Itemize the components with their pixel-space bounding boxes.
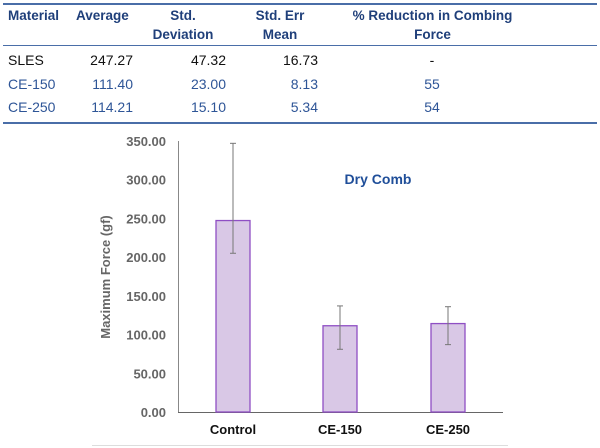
header-average: Average bbox=[76, 8, 129, 23]
y-tick-label: 350.00 bbox=[126, 134, 166, 149]
row-material: SLES bbox=[8, 52, 44, 68]
y-tick-label: 100.00 bbox=[126, 328, 166, 343]
row-cell: 5.34 bbox=[290, 99, 318, 115]
row-cell: 55 bbox=[424, 76, 440, 92]
header-std-dev-line1: Std. bbox=[170, 8, 196, 23]
x-tick-label: CE-250 bbox=[426, 422, 470, 437]
row-cell: 47.32 bbox=[190, 52, 226, 68]
table-bottom-rule bbox=[3, 122, 597, 124]
header-material: Material bbox=[8, 8, 60, 23]
row-cell: 16.73 bbox=[282, 52, 318, 68]
y-tick-label: 50.00 bbox=[133, 366, 166, 381]
chart-title: Dry Comb bbox=[345, 171, 412, 187]
row-material: CE-250 bbox=[8, 99, 56, 115]
header-reduction-line2: Force bbox=[414, 27, 451, 42]
y-tick-label: 300.00 bbox=[126, 173, 166, 188]
table-top-rule bbox=[3, 3, 597, 5]
row-cell: 15.10 bbox=[190, 99, 226, 115]
row-cell: 54 bbox=[424, 99, 440, 115]
y-axis-label: Maximum Force (gf) bbox=[98, 215, 113, 339]
header-std-dev-line2: Deviation bbox=[152, 27, 214, 42]
table-header-rule bbox=[3, 45, 597, 46]
row-cell: 111.40 bbox=[92, 76, 133, 92]
row-cell: 114.21 bbox=[91, 99, 133, 115]
row-cell: 247.27 bbox=[90, 52, 133, 68]
header-std-err-line2: Mean bbox=[262, 27, 298, 42]
y-tick-label: 150.00 bbox=[126, 289, 166, 304]
row-cell: 23.00 bbox=[190, 76, 226, 92]
row-cell: 8.13 bbox=[290, 76, 318, 92]
header-std-err-line1: Std. Err bbox=[255, 8, 305, 23]
y-tick-label: 250.00 bbox=[126, 211, 166, 226]
row-material: CE-150 bbox=[8, 76, 56, 92]
header-reduction-line1: % Reduction in Combing bbox=[352, 8, 513, 23]
row-cell: - bbox=[429, 52, 435, 68]
y-tick-label: 0.00 bbox=[141, 405, 166, 420]
y-tick-label: 200.00 bbox=[126, 250, 166, 265]
x-tick-label: Control bbox=[210, 422, 256, 437]
x-tick-label: CE-150 bbox=[318, 422, 362, 437]
